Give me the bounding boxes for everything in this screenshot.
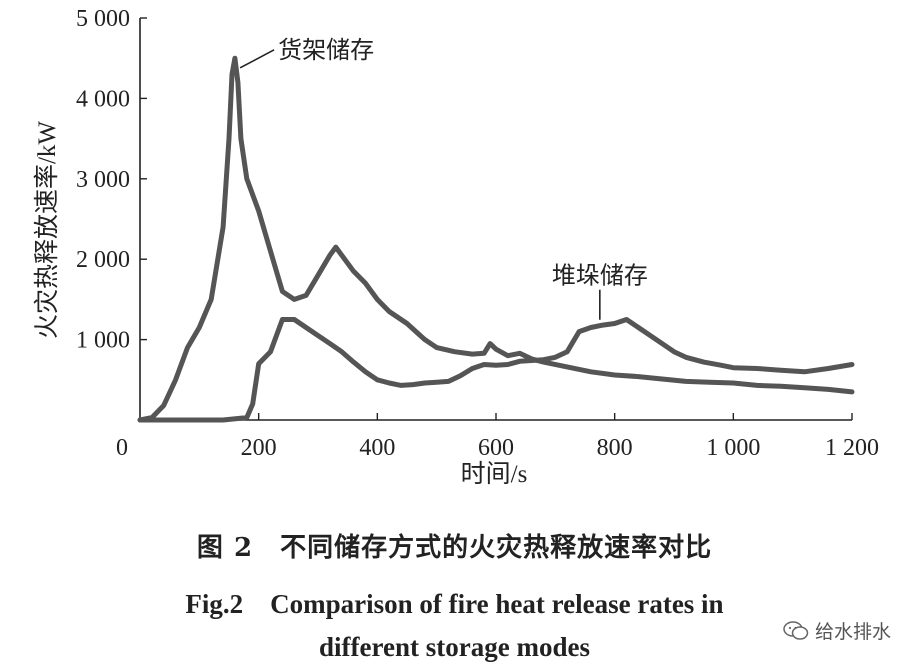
annotation-leader <box>239 49 275 69</box>
figure-caption-chinese: 图 2 不同储存方式的火灾热释放速率对比 <box>196 533 713 563</box>
x-tick-label: 400 <box>359 435 395 461</box>
watermark-text: 给水排水 <box>814 621 891 643</box>
annotation-label: 货架储存 <box>278 37 374 64</box>
x-tick-label: 600 <box>478 435 514 461</box>
chart-axes <box>139 17 853 421</box>
x-tick-label: 1 000 <box>706 435 760 461</box>
y-tick-label: 3 000 <box>76 167 130 193</box>
x-tick-label: 200 <box>241 435 277 461</box>
series-lines <box>137 55 855 423</box>
x-tick-label: 1 200 <box>825 435 879 461</box>
x-tick-label: 0 <box>116 435 128 461</box>
x-axis-label: 时间/s <box>461 460 528 488</box>
heat-release-rate-chart: 0 200 400 600 800 1 000 1 200 1 000 2 000 3 000 4 … <box>33 6 879 488</box>
y-tick-label: 5 000 <box>76 6 130 32</box>
watermark: 给水排水 <box>783 617 891 644</box>
figure-caption-english-line1: Fig.2 Comparison of fire heat release ra… <box>185 589 724 619</box>
figure-caption-english-line2: different storage modes <box>319 632 590 662</box>
y-tick-label: 2 000 <box>76 247 130 273</box>
series-line-0 <box>137 55 855 423</box>
y-tick-label: 4 000 <box>76 86 130 112</box>
series-line-1 <box>137 317 855 423</box>
x-tick-label: 800 <box>597 435 633 461</box>
wechat-icon <box>783 620 809 640</box>
y-tick-label: 1 000 <box>76 328 130 354</box>
y-axis-label: 火灾热释放速率/kW <box>33 121 61 339</box>
annotation-label: 堆垛储存 <box>552 263 648 290</box>
tick-labels: 0 200 400 600 800 1 000 1 200 1 000 2 000 3 000 4 … <box>76 6 879 461</box>
